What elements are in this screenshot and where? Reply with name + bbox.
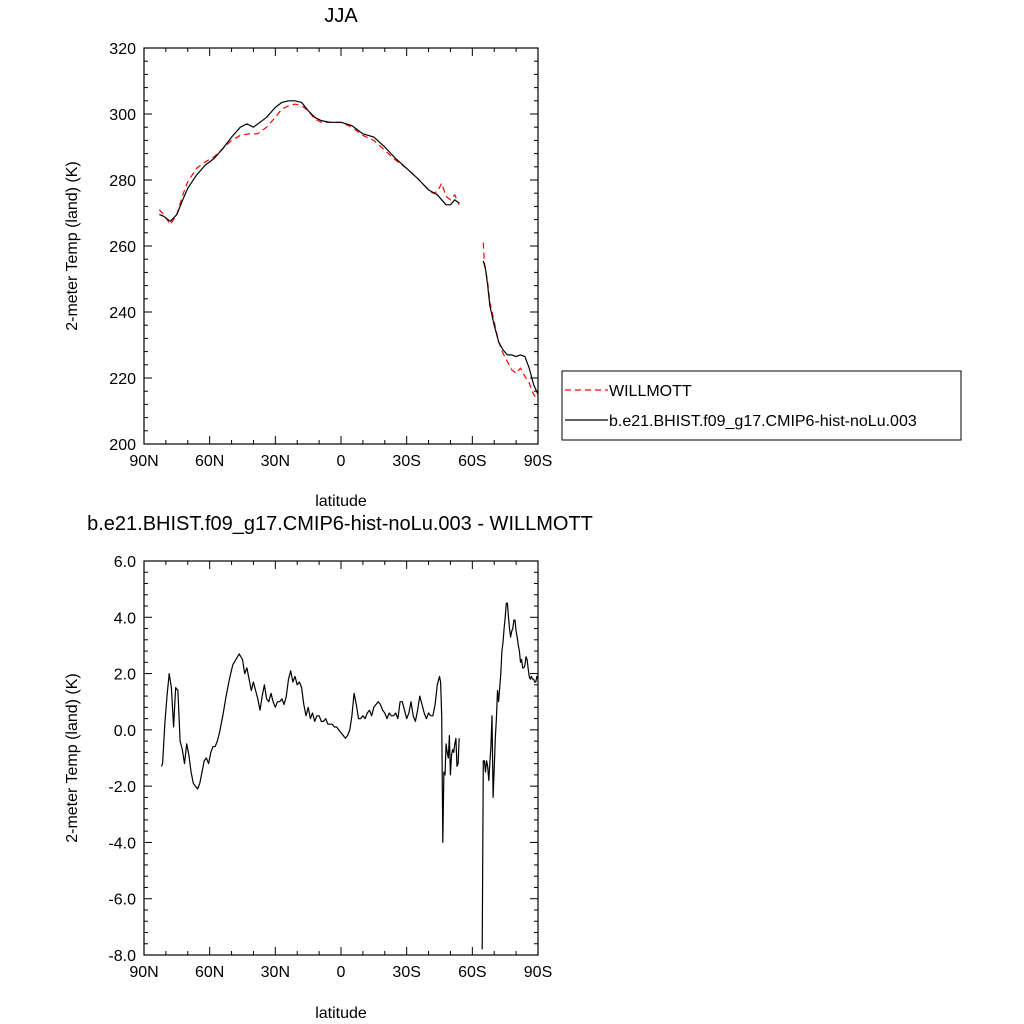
y-tick-label: 280 — [109, 173, 136, 190]
plot-area: 90N 60N 30N 0 30S 60S 90S 200 220 240 260 280 300 320 — [109, 41, 552, 470]
series-line-1 — [159, 100, 460, 222]
bottom-chart-panel: b.e21.BHIST.f09_g17.CMIP6-hist-noLu.003 … — [64, 513, 593, 1022]
x-tick-label: 30S — [392, 453, 420, 470]
top-chart-panel: JJA 90N 60N 30N 0 30S 60S 90S 200 220 240 260 280 30… — [64, 5, 962, 510]
x-tick-label: 60S — [458, 453, 486, 470]
chart-title: b.e21.BHIST.f09_g17.CMIP6-hist-noLu.003 … — [87, 513, 593, 535]
legend-label-willmott: WILLMOTT — [609, 383, 692, 400]
plot-frame — [143, 560, 539, 956]
y-axis-label: 2-meter Temp (land) (K) — [64, 673, 81, 843]
series-line-1 — [482, 260, 539, 395]
y-tick-label: 300 — [109, 107, 136, 124]
y-tick-label: 320 — [109, 41, 136, 58]
y-tick-label: -2.0 — [108, 779, 136, 796]
x-tick-label: 30S — [392, 964, 420, 981]
x-axis-label: latitude — [315, 493, 367, 510]
chart-title: JJA — [324, 5, 358, 27]
y-tick-label: 200 — [109, 437, 136, 454]
y-tick-label: 0.0 — [114, 723, 136, 740]
legend-box — [561, 370, 962, 441]
difference-line — [481, 602, 539, 950]
series-line-0 — [158, 103, 460, 226]
x-tick-label: 60S — [458, 964, 486, 981]
y-tick-label: 6.0 — [114, 554, 136, 571]
y-tick-label: -6.0 — [108, 892, 136, 909]
x-tick-label: 30N — [261, 453, 290, 470]
legend-label-model: b.e21.BHIST.f09_g17.CMIP6-hist-noLu.003 — [609, 413, 917, 430]
x-tick-label: 90N — [129, 453, 158, 470]
legend: WILLMOTT b.e21.BHIST.f09_g17.CMIP6-hist-… — [561, 370, 962, 441]
series-line-0 — [482, 242, 539, 400]
plot-frame — [143, 47, 539, 445]
y-tick-label: 4.0 — [114, 610, 136, 627]
y-tick-label: 220 — [109, 371, 136, 388]
plot-area: 90N 60N 30N 0 30S 60S 90S -8.0 -6.0 -4.0 -2.0 0.0 2.… — [108, 554, 552, 981]
x-tick-label: 90N — [129, 964, 158, 981]
x-tick-label: 30N — [261, 964, 290, 981]
y-tick-label: -4.0 — [108, 835, 136, 852]
x-axis-label: latitude — [315, 1005, 367, 1022]
y-tick-label: 240 — [109, 305, 136, 322]
x-tick-label: 60N — [195, 964, 224, 981]
y-tick-label: 2.0 — [114, 667, 136, 684]
difference-line — [160, 653, 460, 844]
x-tick-label: 60N — [195, 453, 224, 470]
x-tick-label: 0 — [337, 453, 346, 470]
y-axis-label: 2-meter Temp (land) (K) — [64, 161, 81, 331]
x-tick-label: 0 — [337, 964, 346, 981]
y-tick-label: 260 — [109, 239, 136, 256]
x-tick-label: 90S — [524, 453, 552, 470]
y-tick-label: -8.0 — [108, 948, 136, 965]
x-tick-label: 90S — [524, 964, 552, 981]
